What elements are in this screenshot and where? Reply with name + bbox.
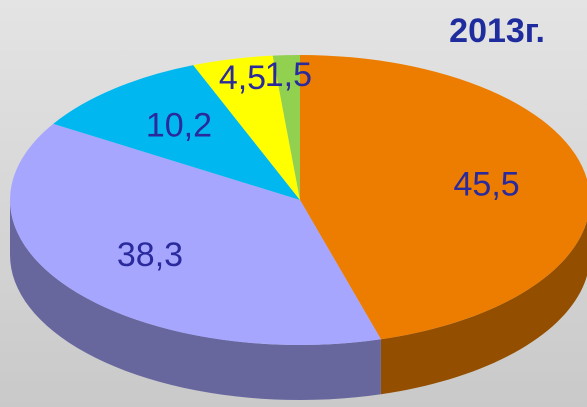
data-label: 10,2 — [146, 107, 212, 145]
data-label: 38,3 — [117, 236, 183, 274]
chart-title: 2013г. — [449, 12, 545, 50]
slice — [9, 123, 381, 346]
slice-side — [10, 200, 381, 400]
data-label: 4,5 — [219, 59, 266, 97]
slice — [272, 55, 300, 200]
slice — [193, 55, 300, 200]
slice — [300, 55, 587, 340]
slice — [53, 65, 300, 201]
data-label: 45,5 — [454, 166, 520, 204]
slice-side — [380, 220, 587, 395]
data-label: 1,5 — [265, 56, 312, 94]
